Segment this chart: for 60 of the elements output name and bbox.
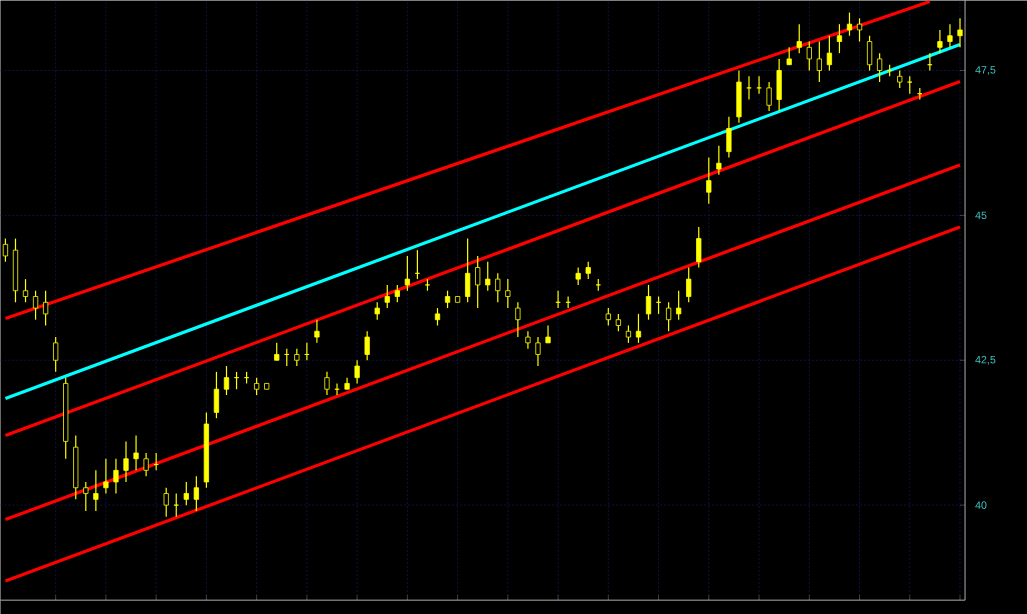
candlestick (756, 75, 762, 95)
candlestick (686, 266, 692, 303)
candlestick (766, 81, 772, 112)
candlestick (32, 290, 39, 321)
candlestick (505, 278, 511, 309)
candlestick (645, 284, 652, 321)
candlestick (133, 434, 139, 471)
candlestick (183, 481, 189, 506)
candlestick (404, 255, 410, 292)
candlestick (324, 371, 330, 396)
candlestick (354, 359, 360, 384)
candlestick (836, 23, 843, 54)
candlestick (877, 52, 883, 83)
candlestick (475, 255, 481, 309)
candlestick (846, 11, 853, 37)
candlestick (193, 475, 199, 512)
candlestick (143, 452, 149, 477)
candlestick (545, 324, 551, 344)
y-tick-label: 40 (975, 501, 987, 509)
candlestick (866, 35, 873, 72)
candlestick (937, 29, 943, 54)
candlestick (716, 145, 722, 176)
candlestick (113, 458, 119, 495)
candlestick (676, 290, 682, 321)
candlestick (22, 278, 29, 303)
candlestick (806, 40, 812, 72)
candlestick (103, 458, 109, 495)
candlestick (666, 301, 672, 332)
candlestick (816, 40, 822, 83)
candlestick (525, 330, 531, 350)
candlestick (957, 17, 963, 48)
candlestick (706, 156, 712, 205)
candlestick (535, 336, 541, 367)
candlestick (43, 290, 49, 327)
candlestick (53, 336, 59, 373)
candlestick (635, 313, 642, 344)
candlestick (364, 330, 370, 361)
candlestick (314, 319, 320, 344)
candlestick (83, 481, 89, 512)
candlestick (213, 371, 220, 419)
candlestick (826, 35, 832, 72)
candlestick (495, 272, 501, 303)
candlestick (93, 469, 99, 512)
candlestick (696, 226, 702, 269)
candlestick (796, 23, 802, 54)
candlestick (465, 237, 471, 303)
y-tick-label: 45 (975, 211, 987, 220)
candlestick (384, 284, 390, 309)
candlestick (223, 365, 230, 396)
candlestick (123, 440, 129, 483)
candlestick (746, 75, 752, 101)
candlestick (163, 487, 169, 518)
candlestick (856, 17, 863, 43)
candlestick (485, 261, 491, 292)
candlestick (173, 492, 179, 518)
y-tick-label: 42,5 (975, 355, 996, 365)
candlestick (947, 23, 953, 48)
candlestick (515, 301, 521, 338)
candlestick (726, 116, 732, 158)
y-tick-label: 47,5 (975, 66, 996, 75)
